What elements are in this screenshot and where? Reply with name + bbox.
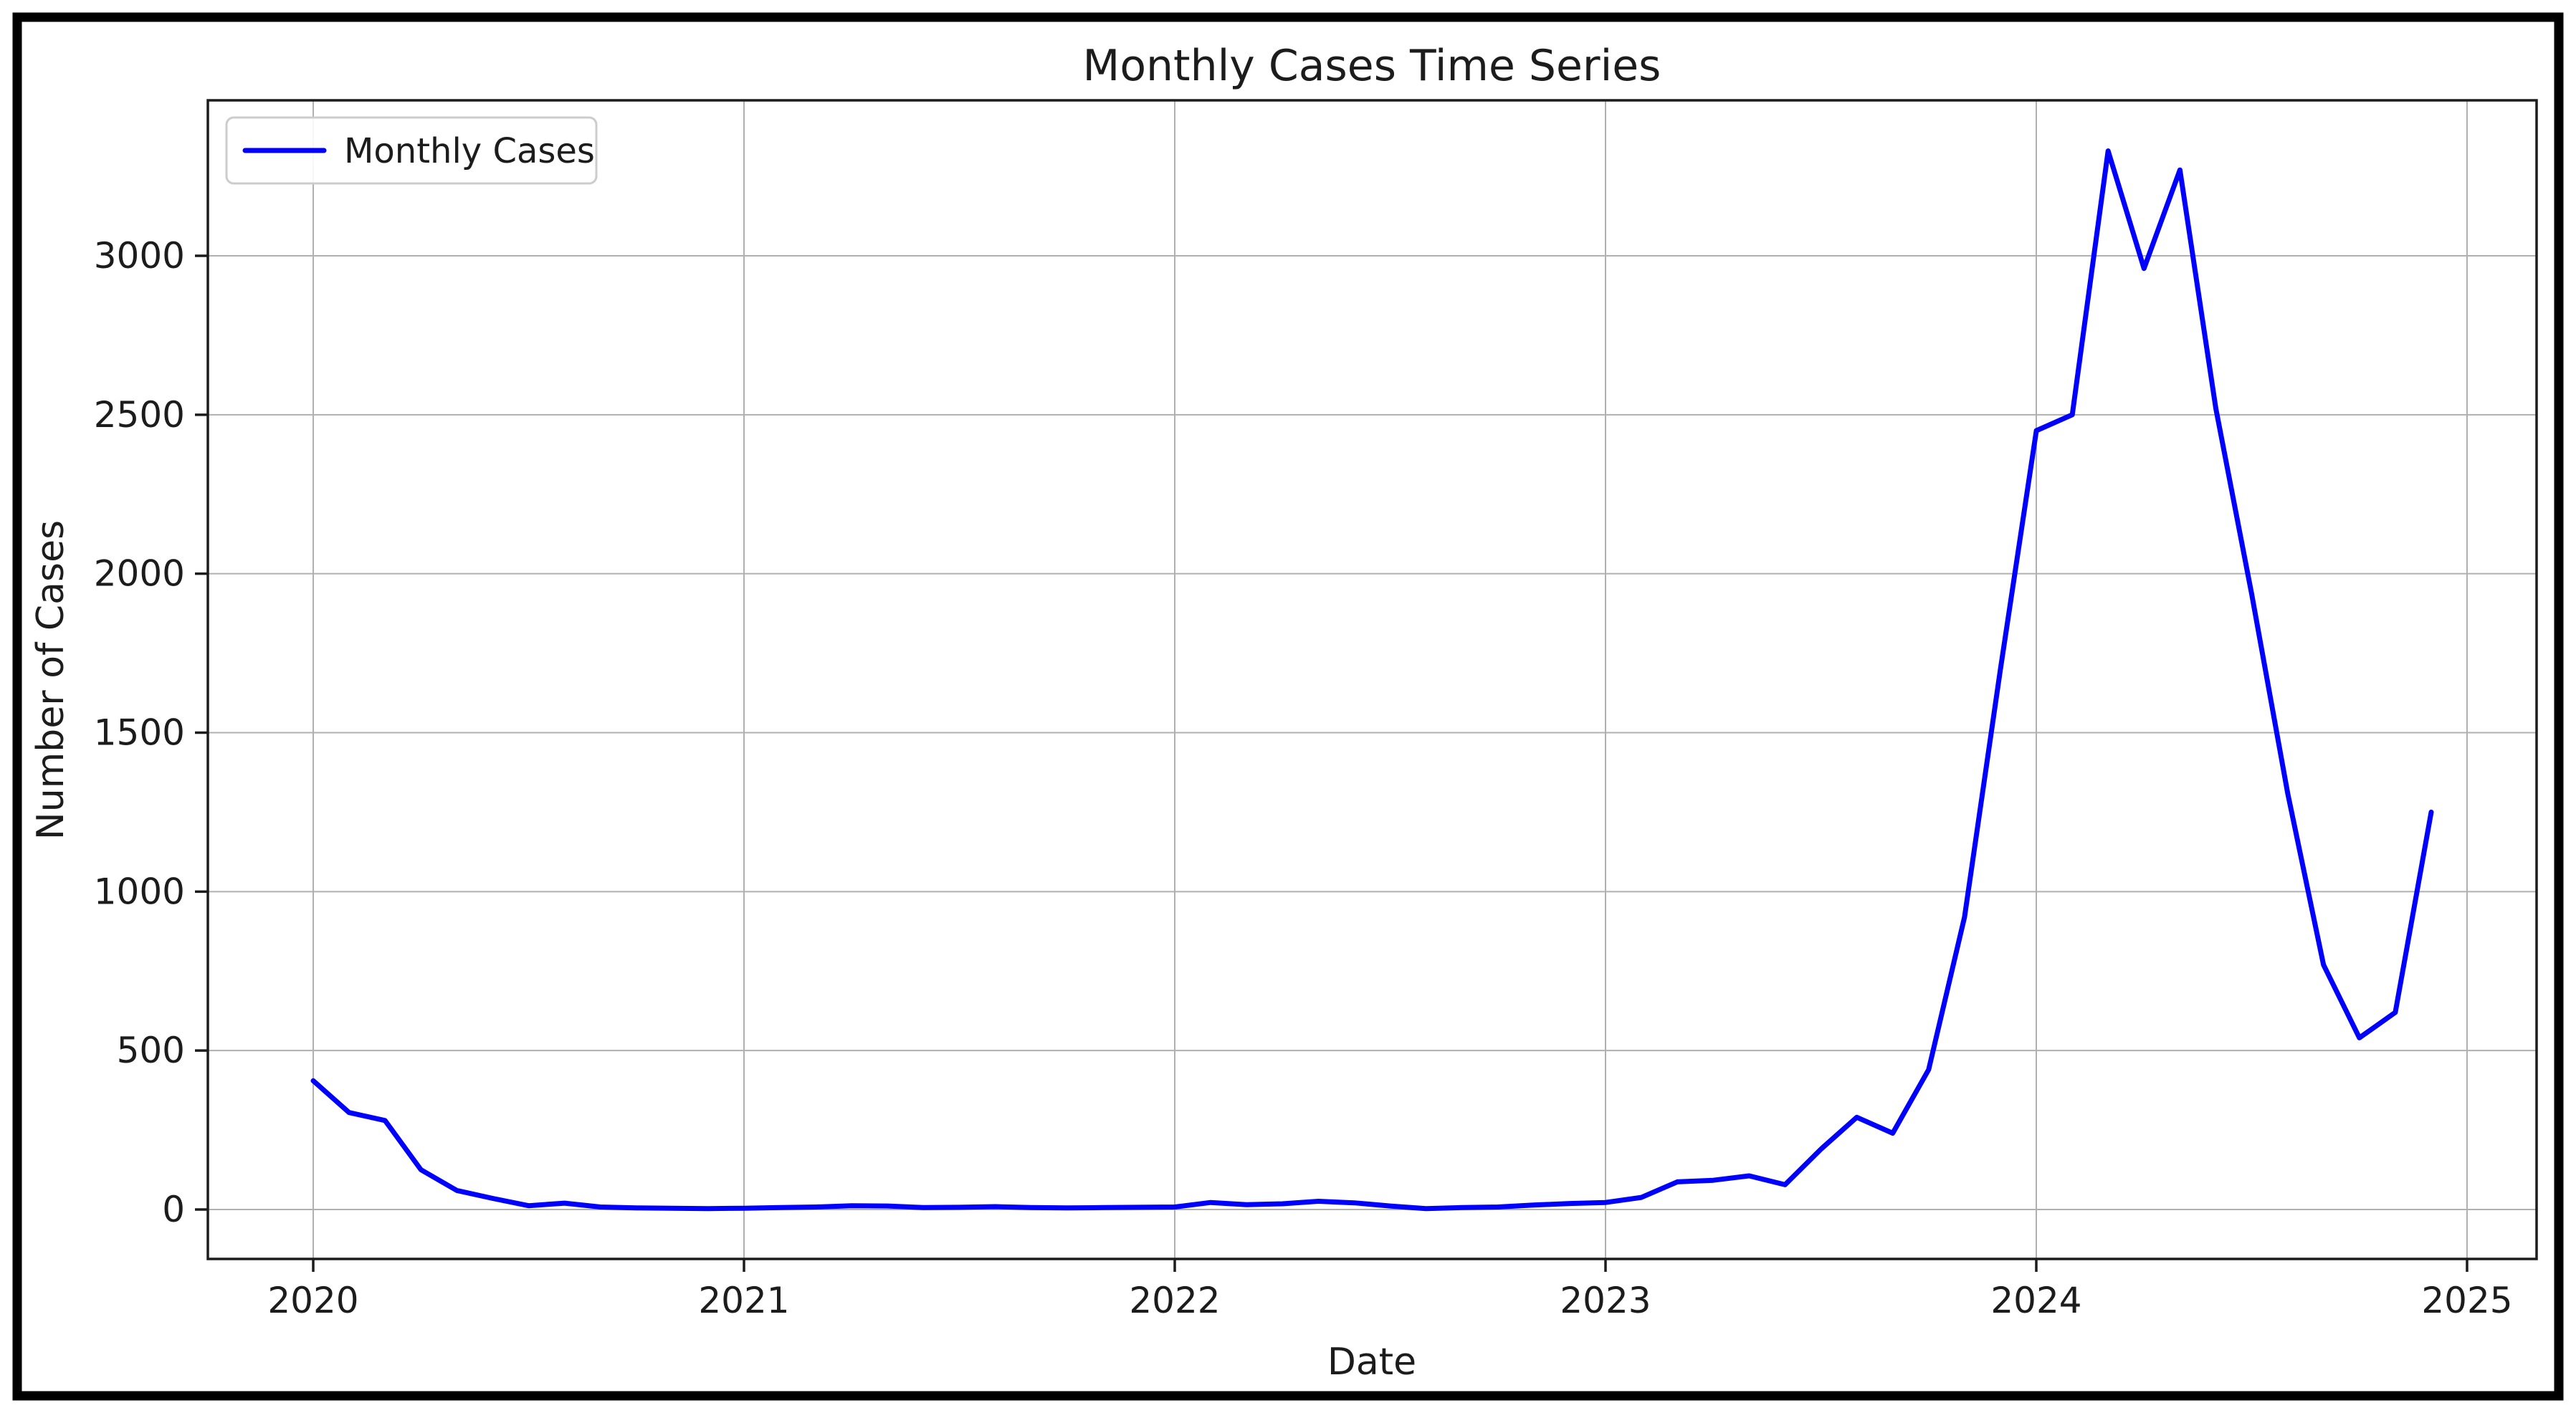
x-tick-label: 2023 [1560, 1280, 1651, 1321]
x-tick-label: 2021 [698, 1280, 789, 1321]
plot-area [208, 100, 2537, 1259]
plot-spines [206, 99, 2538, 1260]
y-tick-label: 2500 [94, 394, 185, 436]
y-tick-label: 2000 [94, 553, 185, 595]
legend-label: Monthly Cases [344, 131, 595, 171]
y-tick-label: 3000 [94, 235, 185, 277]
x-tick-label: 2020 [267, 1280, 358, 1321]
x-axis-label: Date [1327, 1341, 1416, 1384]
monthly-cases-line [310, 148, 2434, 1212]
y-axis: 0 500 1000 1500 2000 2500 3000 [94, 235, 208, 1230]
x-tick-label: 2025 [2421, 1280, 2512, 1321]
y-axis-label: Number of Cases [29, 520, 72, 840]
y-tick-label: 1500 [94, 712, 185, 754]
y-tick-label: 0 [162, 1189, 185, 1230]
legend-box [225, 116, 598, 185]
chart-title: Monthly Cases Time Series [1083, 41, 1661, 91]
y-tick-label: 1000 [94, 871, 185, 912]
legend: Monthly Cases [225, 116, 598, 185]
x-tick-label: 2022 [1129, 1280, 1220, 1321]
y-tick-label: 500 [117, 1030, 185, 1071]
x-tick-label: 2024 [1990, 1280, 2081, 1321]
x-axis: 2020 2021 2022 2023 2024 2025 [267, 1259, 2513, 1321]
